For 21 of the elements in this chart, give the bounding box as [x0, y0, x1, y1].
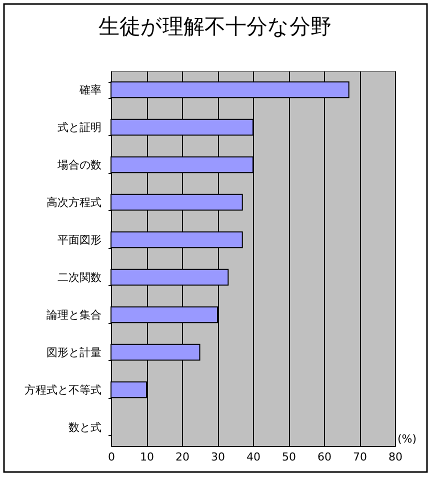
y-tick-label: 数と式	[68, 420, 102, 434]
y-tick-label: 高次方程式	[46, 196, 102, 209]
chart-title: 生徒が理解不十分な分野	[98, 14, 332, 38]
x-tick-label: 20	[176, 450, 190, 464]
x-tick-label: 60	[318, 450, 332, 464]
y-tick-label: 図形と計量	[46, 346, 102, 359]
y-tick-label: 確率	[78, 83, 102, 96]
x-tick-label: 50	[282, 450, 296, 464]
x-tick-label: 30	[211, 450, 225, 464]
x-tick-label: 40	[246, 450, 260, 464]
y-tick-label: 二次関数	[58, 270, 102, 284]
y-tick-label: 式と証明	[58, 120, 102, 134]
y-tick-label: 論理と集合	[46, 308, 102, 322]
y-tick-label: 方程式と不等式	[24, 383, 102, 396]
x-axis-title: (%)	[398, 432, 417, 446]
x-tick-label: 10	[140, 450, 154, 464]
y-tick-label: 平面図形	[58, 233, 102, 246]
y-tick-label: 場合の数	[56, 158, 102, 172]
x-tick-label: 0	[108, 450, 115, 464]
x-tick-label: 80	[388, 450, 402, 464]
x-tick-label: 70	[353, 450, 367, 464]
